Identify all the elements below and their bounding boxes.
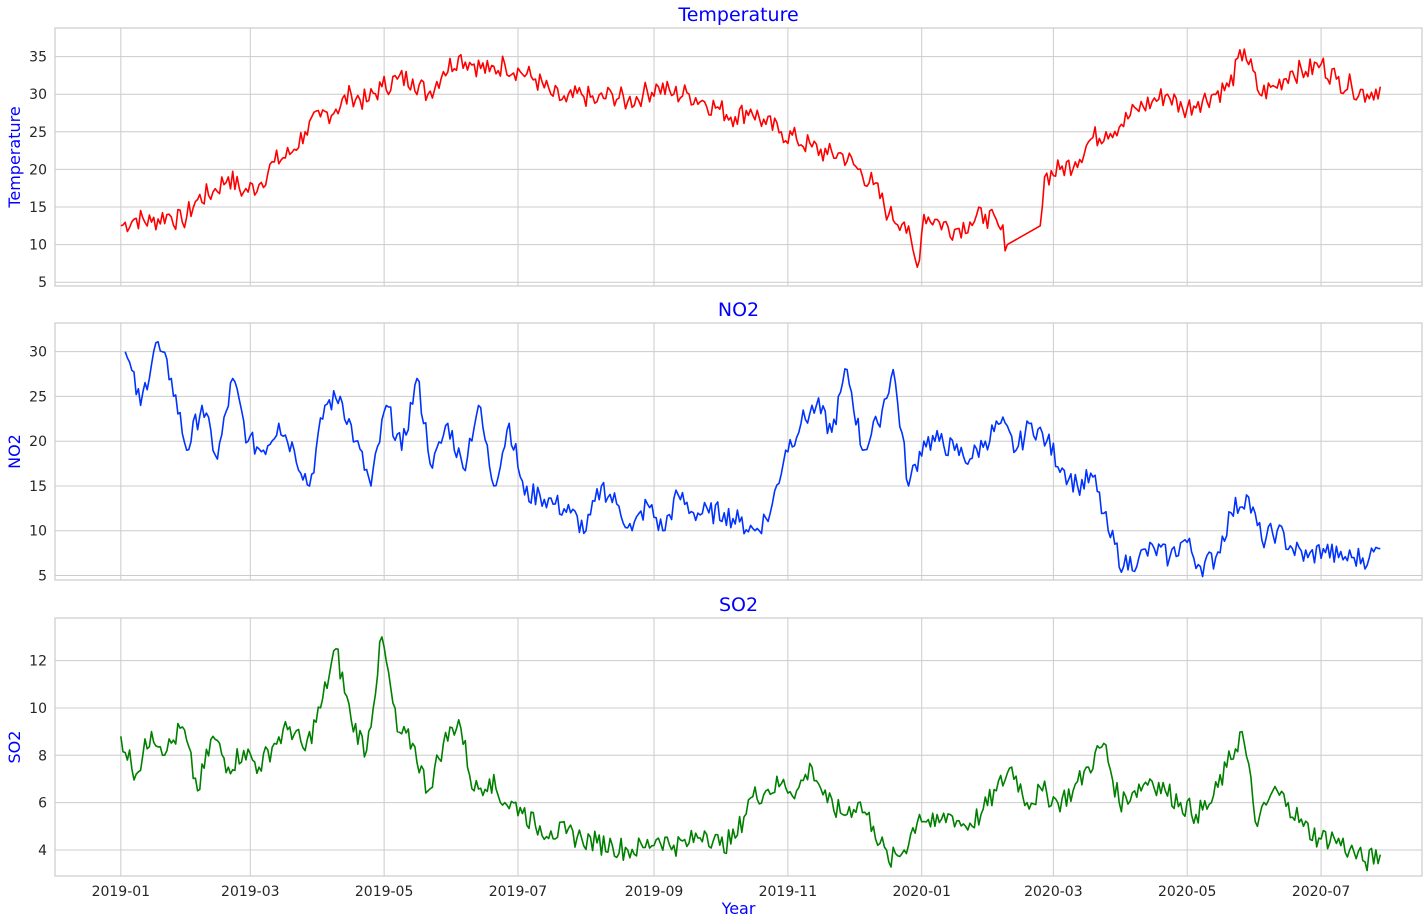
- panel-temperature: 5 10 15 20 25 30 35 Temperature Temperature: [5, 4, 1423, 292]
- x-tick-label: 2020-05: [1158, 884, 1217, 900]
- title-no2: NO2: [718, 299, 759, 321]
- y-tick-label: 10: [29, 524, 47, 540]
- ylabel-temperature: Temperature: [5, 106, 24, 208]
- ylabel-so2: SO2: [5, 731, 24, 764]
- y-tick-label: 12: [29, 654, 47, 670]
- panel-no2: 5 10 15 20 25 30 NO2 NO2: [5, 299, 1423, 585]
- y-tick-label: 15: [29, 200, 47, 216]
- y-tick-label: 25: [29, 389, 47, 405]
- y-tick-label: 30: [29, 345, 47, 361]
- y-tick-label: 5: [38, 275, 47, 291]
- y-tick-label: 15: [29, 479, 47, 495]
- y-tick-label: 6: [38, 796, 47, 812]
- title-temperature: Temperature: [677, 4, 798, 26]
- x-tick-label: 2020-03: [1024, 884, 1083, 900]
- y-tick-label: 4: [38, 843, 47, 859]
- x-tick-label: 2019-05: [355, 884, 414, 900]
- title-so2: SO2: [719, 594, 758, 616]
- grid-temperature: [55, 28, 1422, 286]
- series-temperature: [120, 48, 1382, 268]
- x-tick-label: 2020-01: [892, 884, 951, 900]
- grid-no2: [55, 323, 1422, 580]
- y-tick-label: 25: [29, 125, 47, 141]
- x-tick-label: 2019-09: [625, 884, 684, 900]
- y-tick-label: 30: [29, 87, 47, 103]
- x-axis-label: Year: [721, 899, 756, 918]
- series-line: [124, 341, 1381, 578]
- x-ticks-so2: 2019-01 2019-03 2019-05 2019-07 2019-09 2019-…: [92, 884, 1351, 900]
- y-tick-label: 8: [38, 748, 47, 764]
- x-tick-label: 2019-07: [489, 884, 548, 900]
- plot-area-no2: [54, 322, 1423, 581]
- series-no2: [124, 341, 1381, 578]
- y-ticks-temperature: 5 10 15 20 25 30 35: [29, 50, 47, 292]
- y-ticks-so2: 4 6 8 10 12: [29, 654, 47, 859]
- y-tick-label: 20: [29, 434, 47, 450]
- plot-area-so2: [54, 617, 1423, 877]
- y-tick-label: 20: [29, 162, 47, 178]
- y-tick-label: 5: [38, 569, 47, 585]
- y-ticks-no2: 5 10 15 20 25 30: [29, 345, 47, 585]
- plot-area-temperature: [54, 27, 1423, 287]
- x-tick-label: 2019-01: [92, 884, 151, 900]
- series-line: [120, 636, 1382, 872]
- x-tick-label: 2020-07: [1292, 884, 1351, 900]
- x-tick-label: 2019-11: [759, 884, 818, 900]
- series-line: [120, 48, 1382, 268]
- series-so2: [120, 636, 1382, 872]
- ylabel-no2: NO2: [5, 434, 24, 469]
- y-tick-label: 10: [29, 238, 47, 254]
- y-tick-label: 10: [29, 701, 47, 717]
- y-tick-label: 35: [29, 50, 47, 66]
- x-tick-label: 2019-03: [221, 884, 280, 900]
- grid-so2: [55, 618, 1422, 876]
